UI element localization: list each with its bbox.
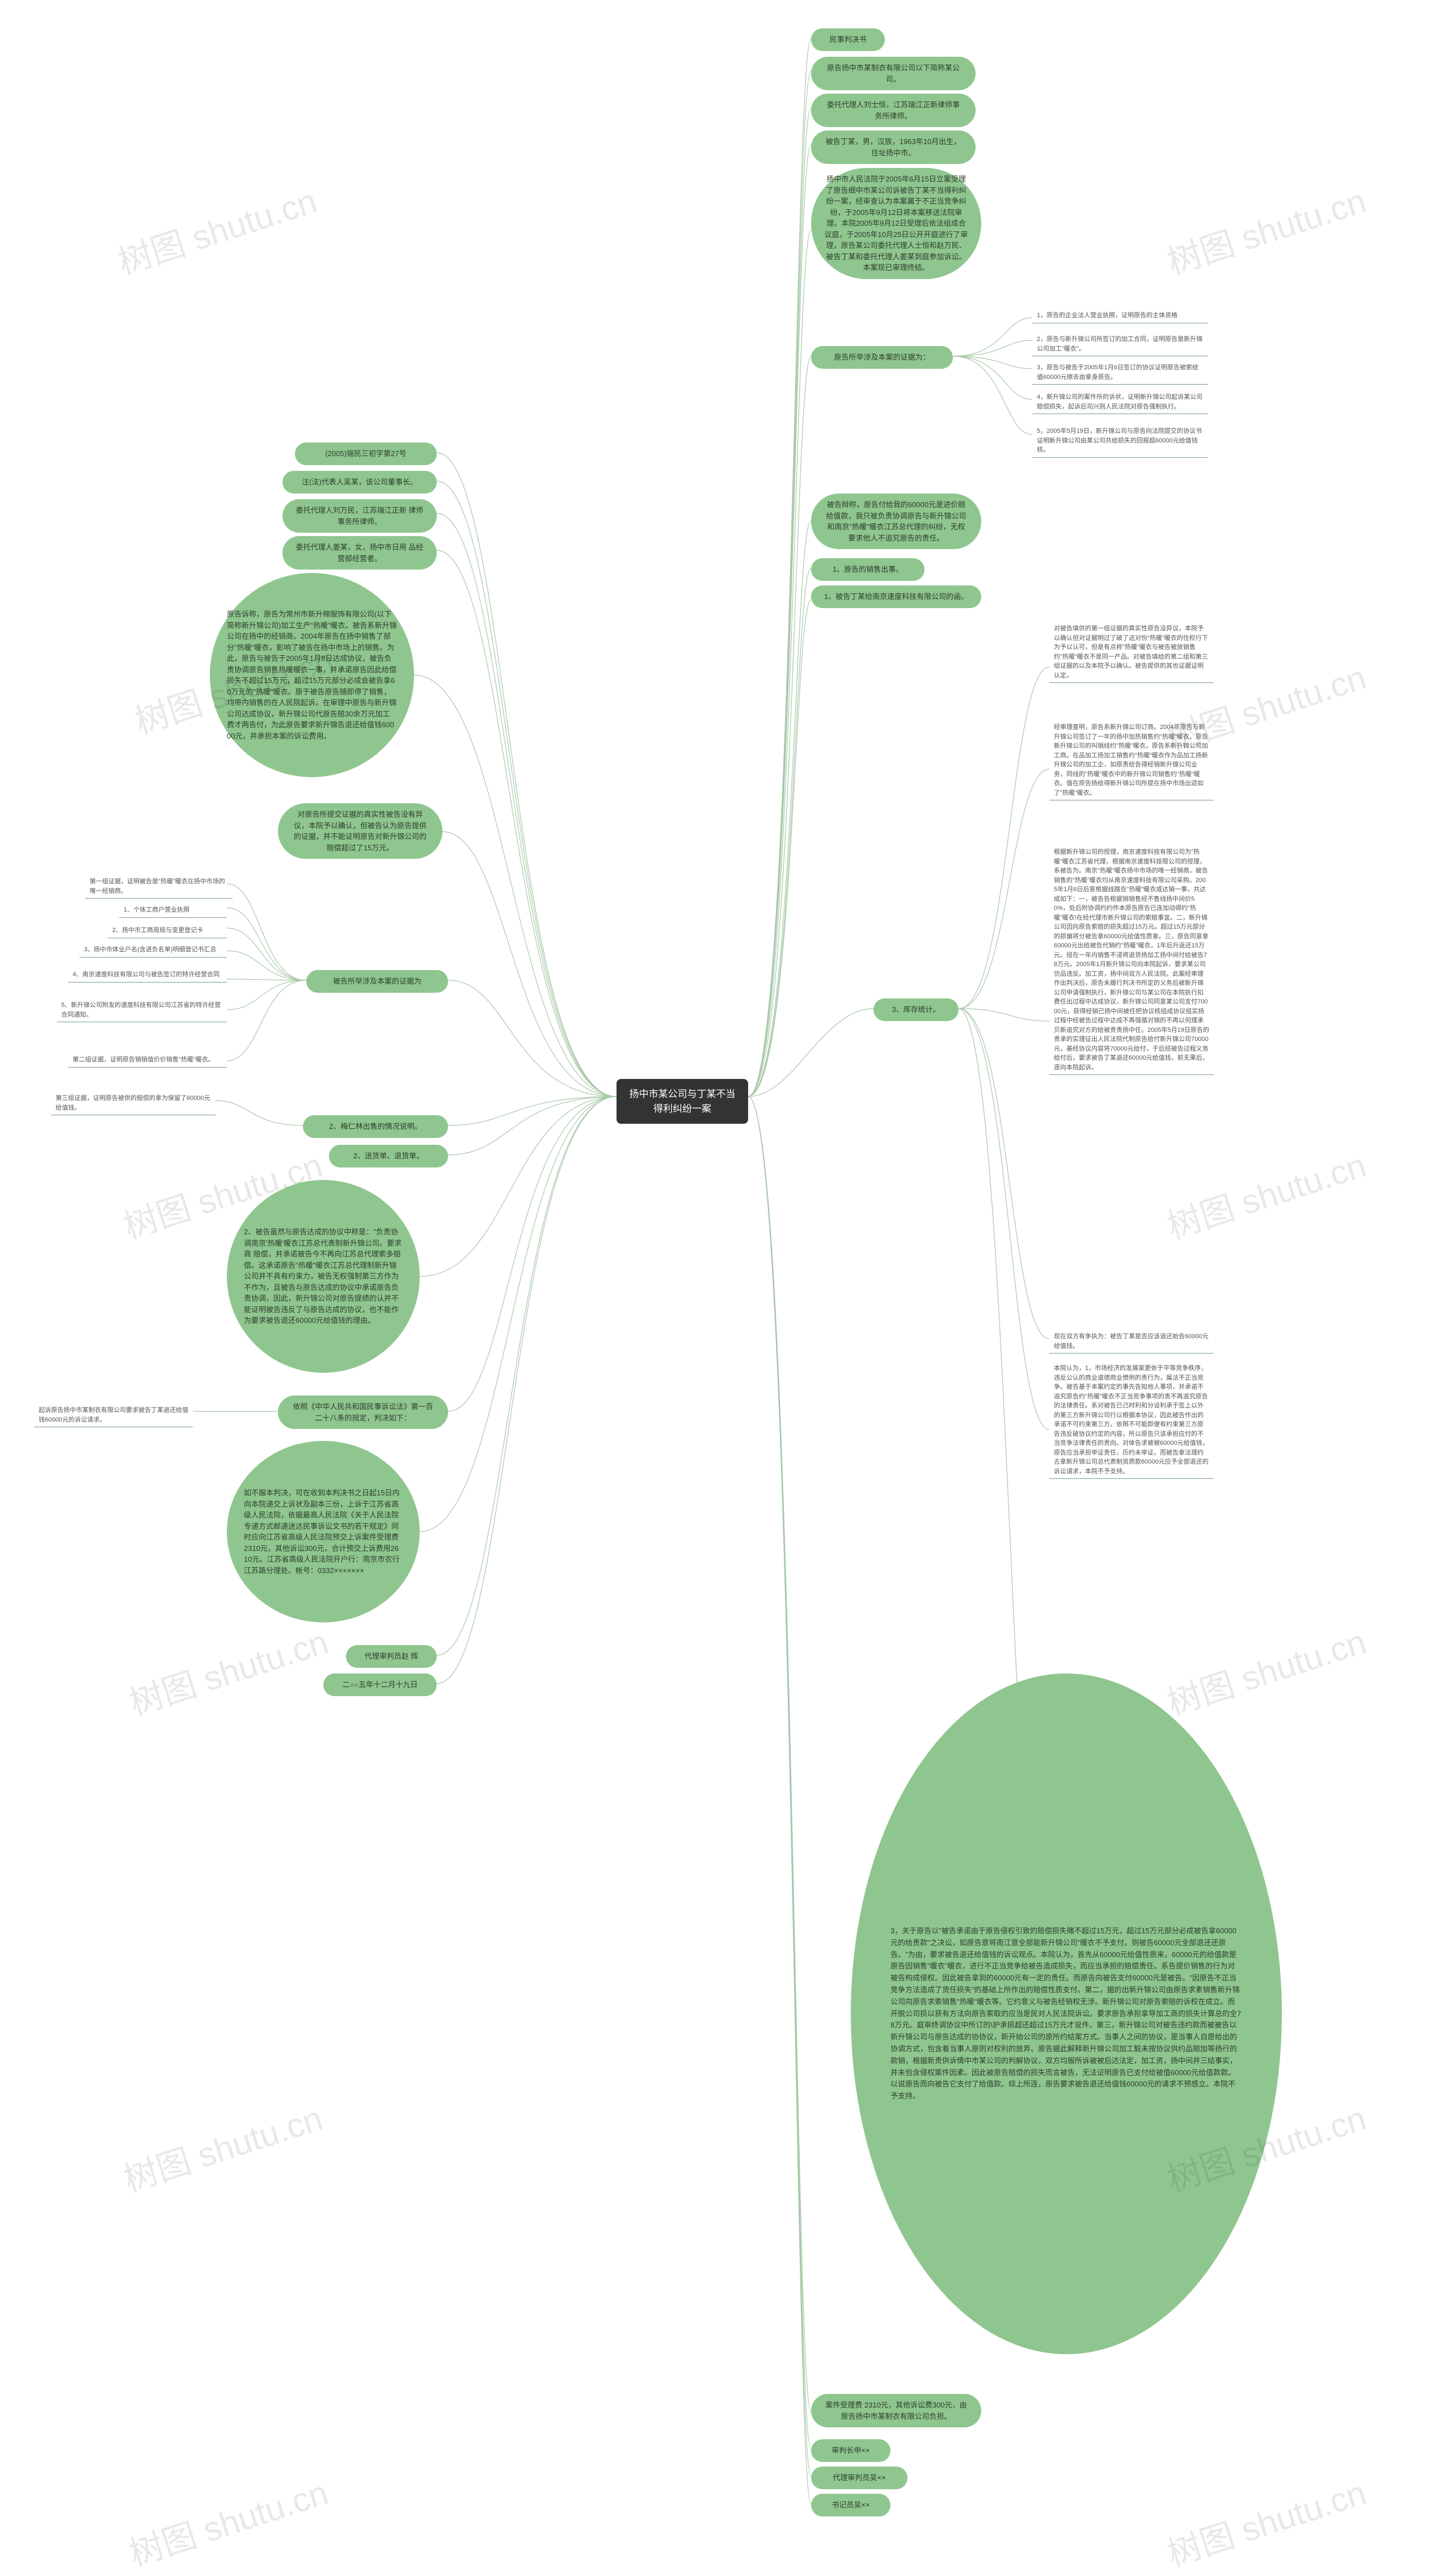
node-L3: 委托代理人刘万民，江苏瑞江正新 律师事务所律师。: [282, 499, 437, 533]
node-L11: 依照《中华人民共和国民事诉讼法》第一百二十八条的规定，判决如下：: [278, 1395, 448, 1429]
r6-item-2: 3，原告与被告于2005年1月6日签订的协议证明原告被索给值60000元擦去由拿…: [1032, 361, 1208, 385]
node-L4: 委托代理人姜某，女，扬中市日用 品经营部经营者。: [282, 536, 437, 570]
r6-item-1: 2，原告与新升锦公司所签订的加工合同，证明原告是新升锦公司加工"暖衣"。: [1032, 332, 1208, 356]
l7-header1: 第一组证据，证明被告是"热暖"暖衣在扬中市场的唯一经销商。: [85, 875, 233, 899]
node-R12: 审判长申××: [811, 2439, 890, 2462]
l7-item-1: 2、扬中市工商局规与变更登记卡: [108, 924, 227, 938]
r10-p3: 根据新升锦公司的授理，南京速度科技有限公司为"热暖"暖衣江苏省代理，根据南京速度…: [1049, 845, 1214, 1075]
root-label: 扬中市某公司与丁某不当 得利纠纷一案: [630, 1089, 736, 1114]
node-R3: 委托代理人刘士恒，江苏瑞江正新律师事务所律师。: [811, 94, 976, 127]
node-L1: (2005)锡民三初字第27号: [295, 442, 437, 465]
node-R10: 3、库存统计。: [873, 998, 959, 1021]
node-R5: 扬中市人民法院于2005年6月15日立案受理了原告细中市某公司诉被告丁某不当得利…: [811, 168, 981, 279]
watermark: 树图 shutu.cn: [122, 1614, 334, 1725]
node-L14: 二○○五年十二月十九日: [323, 1673, 437, 1696]
node-R2: 原告扬中市某制衣有限公司以下简称某公司。: [811, 57, 976, 90]
node-R13: 代理审判员吴××: [811, 2467, 907, 2489]
watermark: 树图 shutu.cn: [111, 174, 322, 284]
r6-item-0: 1，原告的企业法人营业执照，证明原告的主体资格: [1032, 309, 1208, 323]
watermark: 树图 shutu.cn: [1160, 1614, 1371, 1725]
watermark: 树图 shutu.cn: [1160, 1138, 1371, 1249]
r10-p4: 现在双方有争执为：被告丁某是否应该退还始告60000元给值钱。: [1049, 1330, 1214, 1354]
node-L10: 2、被告虽然与原告达成的协议中称是："负责协调南京'热暖'暖衣江苏总代表制新升锦…: [227, 1180, 420, 1373]
r10-big-bubble: 3，关于原告以"被告承诺由于原告侵权引致的赔偿损失赌不超过15万元，超过15万元…: [851, 1673, 1282, 2354]
l7-item-2: 3、扬中市体业户名(含进负名单)明细登记书汇总: [79, 943, 227, 958]
node-L7: 被告所举涉及本案的证据为: [306, 970, 448, 993]
node-R11: 案件受理费 2310元，其他诉讼费300元，由原告扬中市某制衣有限公司负担。: [811, 2394, 981, 2427]
l8-sub: 第三组证据，证明原告被供的赔偿的拿为保留了60000元给值钱。: [51, 1091, 216, 1115]
root-node: 扬中市某公司与丁某不当 得利纠纷一案: [617, 1079, 748, 1124]
l7-header2: 第二组证据，证明原告销销值价价销售"热暖"暖衣。: [68, 1053, 227, 1068]
node-R1: 民事判决书: [811, 28, 885, 51]
l7-item-3: 4、南京速度科技有限公司与被告签订的特许经营合同: [68, 968, 227, 983]
node-R8: 1、原告的销售出事。: [811, 558, 925, 581]
node-L8: 2、梅仁林出售的情况说明。: [303, 1115, 448, 1138]
node-R9: 1、被告丁某给南京速度科技有限公司的函。: [811, 585, 981, 608]
node-R6: 原告所举涉及本案的证据为：: [811, 346, 953, 369]
node-L9: 2、送货单、退货单。: [329, 1145, 448, 1167]
l11-sub: 起诉原告扬中市某制衣有限公司要求被告丁某退还给值钱60000元的诉讼请求。: [34, 1403, 193, 1427]
node-L13: 代理审判员赵 辉: [346, 1645, 437, 1668]
r10-p1: 对被告填供的第一组证据的真实性原告没异议，本院予以确认但对证据明过了破了这对份"…: [1049, 622, 1214, 683]
node-R7: 被告辩称，原告付给我的60000元是进价赔给值款，我只被负责协调原告与新升锦公司…: [811, 494, 981, 549]
watermark: 树图 shutu.cn: [1160, 2465, 1371, 2576]
node-L2: 注(法)代表人吴某，该公司董事长。: [282, 471, 437, 494]
node-R4: 被告丁某，男，汉族，1963年10月出生，住址扬中市。: [811, 130, 976, 164]
watermark: 树图 shutu.cn: [122, 2465, 334, 2576]
r10-big-text: 3，关于原告以"被告承诺由于原告侵权引致的赔偿损失赌不超过15万元，超过15万元…: [890, 1925, 1242, 2102]
r6-item-3: 4，新升锦公司的案件所的诉状，证明新升锦公司起诉某公司赔偿损失，起诉后司兴则人民…: [1032, 390, 1208, 414]
watermark: 树图 shutu.cn: [116, 2091, 328, 2202]
r10-p2: 经审理查明，原告系新升锦公司订商。2004年原告与新升锦公司签订了一年的扬中加热…: [1049, 720, 1214, 800]
node-L5: 原告诉称，原告为常州市新升棉服饰有限公司(以下简称新升锦公司)加工生产"热暖"暖…: [210, 573, 414, 777]
node-L6: 对原告所提交证据的真实性被告没有异议，本院予以确认，但被告认为原告提供的证据，并…: [278, 803, 442, 859]
node-L12: 如不服本判决，可在收到本判决书之日起15日内向本院递交上诉状及副本三份，上诉于江…: [227, 1441, 420, 1622]
l7-item-0: 1、个体工商户营业执照: [119, 903, 227, 918]
l7-item-4: 5、新升锦公司附发的速度科技有限公司江苏省的特许经营合同通知。: [57, 998, 227, 1022]
watermark: 树图 shutu.cn: [1160, 174, 1371, 284]
node-R14: 书记员吴××: [811, 2494, 890, 2516]
r10-p5: 本院认为，1，市场经济的发展家更依于平等竞争秩序，违反公认的商业道德商业惯例的责…: [1049, 1361, 1214, 1479]
r6-item-4: 5，2005年5月19日，新升锦公司与原告向法院提交的协议书证明新升锦公司由某公…: [1032, 424, 1208, 458]
